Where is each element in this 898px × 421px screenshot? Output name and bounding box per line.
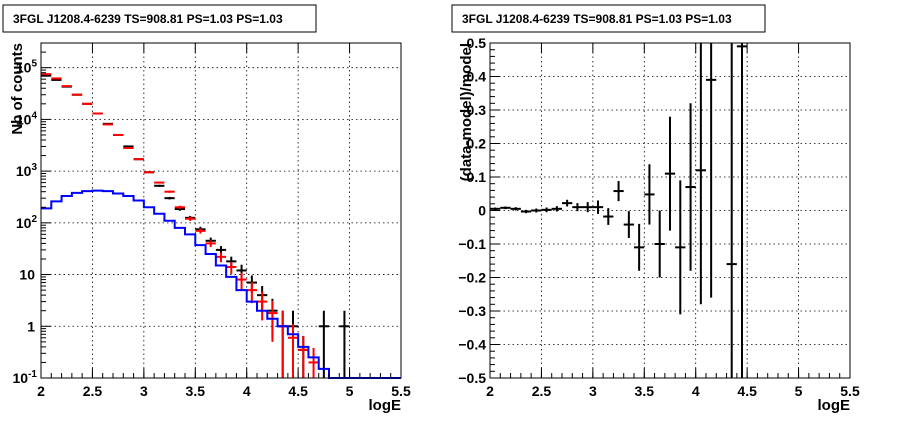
residual-y-tick-label: 0.1 (467, 169, 487, 185)
counts-x-tick-label: 5 (346, 383, 354, 399)
counts-y-axis-title: Nb of counts (9, 43, 26, 135)
counts-y-tick-label: 10 (19, 267, 35, 283)
counts-series (41, 73, 401, 379)
counts-source_model-step-line (41, 189, 401, 379)
residual-x-tick-label: 2.5 (532, 383, 552, 399)
counts-panel: 3FGL J1208.4-6239 TS=908.81 PS=1.03 PS=1… (2, 4, 411, 414)
counts-x-tick-label: 3.5 (186, 383, 206, 399)
counts-x-tick-label: 4.5 (288, 383, 308, 399)
residual-x-tick-label: 3 (589, 383, 597, 399)
residual-y-tick-label: −0.2 (458, 270, 486, 286)
residual-x-tick-label: 2 (486, 383, 494, 399)
residual-title-box (451, 4, 766, 33)
counts-title-box (2, 4, 317, 33)
residual-title: 3FGL J1208.4-6239 TS=908.81 PS=1.03 PS=1… (462, 12, 732, 26)
counts-gridlines (41, 43, 401, 378)
counts-y-tick-label: 104 (16, 110, 38, 127)
residual-series (490, 43, 748, 378)
residual-axes: 2 2.5 3 3.5 4 4.5 5 5.5 −0.5 −0.4 −0.3 −0.2 −0.1 0 0.1… (458, 35, 860, 399)
residual-y-tick-label: 0.4 (467, 69, 487, 85)
counts-y-tick-label: 105 (16, 59, 38, 76)
residual-y-tick-label: 0 (478, 203, 486, 219)
residual-x-axis-title: logE (818, 397, 851, 414)
residual-y-tick-label: 0.2 (467, 136, 487, 152)
residual-y-axis-title: (data-model)/model (458, 43, 475, 181)
residual-x-tick-label: 3.5 (635, 383, 655, 399)
counts-x-tick-label: 5.5 (391, 383, 411, 399)
counts-axes: 2 2.5 3 3.5 4 4.5 5 5.5 10-1 1 10 102 103 104 105 (13, 42, 411, 399)
counts-x-tick-label: 3 (140, 383, 148, 399)
counts-x-tick-label: 4 (243, 383, 251, 399)
residual-x-tick-label: 5.5 (840, 383, 860, 399)
counts-y-tick-label: 102 (16, 214, 38, 231)
residual-gridlines (490, 43, 850, 378)
residual-y-tick-label: −0.1 (458, 236, 486, 252)
residual-x-tick-label: 5 (795, 383, 803, 399)
counts-x-axis-title: logE (369, 397, 402, 414)
residual-y-tick-label: 0.5 (467, 35, 487, 51)
residual-y-tick-label: −0.4 (458, 337, 486, 353)
counts-x-tick-label: 2 (37, 383, 45, 399)
residual-x-tick-label: 4 (692, 383, 700, 399)
counts-x-tick-label: 2.5 (83, 383, 103, 399)
residual-y-tick-label: 0.3 (467, 102, 487, 118)
residual-x-tick-label: 4.5 (737, 383, 757, 399)
residual-panel: 3FGL J1208.4-6239 TS=908.81 PS=1.03 PS=1… (451, 4, 860, 414)
counts-y-tick-label: 10-1 (13, 369, 38, 386)
counts-y-tick-label: 1 (27, 318, 35, 334)
residual-y-tick-label: −0.3 (458, 303, 486, 319)
residual-y-tick-label: −0.5 (458, 370, 486, 386)
counts-y-tick-label: 103 (16, 162, 38, 179)
counts-plot-frame (40, 42, 402, 379)
counts-title: 3FGL J1208.4-6239 TS=908.81 PS=1.03 PS=1… (13, 12, 283, 26)
